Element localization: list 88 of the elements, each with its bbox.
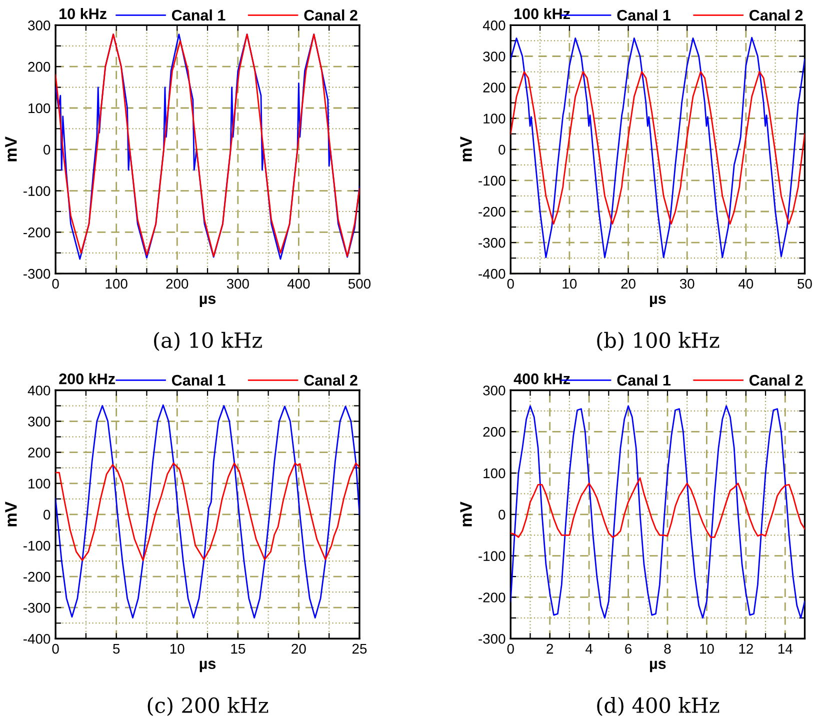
chart-title: 400 kHz (514, 373, 570, 384)
x-axis-title: µs (650, 660, 666, 672)
legend-label: Canal 2 (304, 374, 358, 386)
line-series (510, 477, 805, 538)
x-tick-label: 10 (170, 644, 184, 654)
x-tick-label: 10 (562, 278, 577, 289)
y-tick-label: 200 (28, 448, 50, 458)
y-axis-title: mV (460, 136, 472, 162)
x-tick-label: 30 (680, 278, 694, 289)
line-series (56, 462, 360, 562)
y-tick-label: 300 (483, 52, 506, 62)
line-series (510, 71, 805, 225)
x-tick-label: 500 (348, 278, 371, 289)
x-tick-label: 4 (586, 644, 593, 654)
x-tick-label: 14 (778, 644, 792, 654)
y-tick-label: 0 (498, 510, 506, 520)
text: (c) 200 kHz (148, 696, 268, 716)
chart-title: 10 kHz (60, 8, 106, 20)
x-tick-label: 2 (546, 644, 554, 654)
x-axis-title: µs (650, 296, 666, 308)
y-tick-label: 200 (483, 82, 506, 92)
y-tick-label: 300 (483, 386, 506, 396)
chart-title: 100 kHz (514, 8, 570, 20)
y-tick-label: 200 (483, 426, 506, 437)
y-tick-label: 300 (28, 20, 50, 30)
x-tick-label: 12 (739, 644, 753, 654)
y-tick-label: -200 (478, 592, 506, 602)
x-tick-label: 8 (664, 644, 671, 654)
legend-label: Canal 2 (750, 374, 803, 386)
y-axis-title: mV (460, 502, 472, 526)
x-axis-title: µs (200, 296, 216, 308)
line-series (510, 36, 805, 258)
chart-title: 200 kHz (59, 373, 115, 384)
y-tick-label: 100 (484, 114, 506, 124)
legend-label: Canal 1 (617, 374, 671, 386)
y-tick-label: -400 (24, 634, 50, 644)
x-tick-label: 200 (166, 278, 188, 289)
x-tick-label: 300 (226, 278, 249, 289)
text: (d) 400 kHz (597, 696, 720, 716)
y-axis-title: mV (5, 136, 17, 162)
x-tick-label: 10 (700, 644, 714, 654)
x-tick-label: 5 (113, 644, 120, 654)
y-tick-label: -100 (24, 540, 50, 551)
y-tick-label: -100 (24, 186, 50, 196)
y-tick-label: -400 (478, 268, 506, 279)
y-tick-label: -300 (24, 602, 50, 613)
x-tick-label: 0 (52, 644, 59, 654)
y-tick-label: 400 (28, 386, 50, 396)
x-tick-label: 15 (231, 644, 246, 654)
x-axis-title: µs (200, 660, 216, 672)
y-tick-label: -100 (478, 176, 506, 186)
y-tick-label: -300 (24, 268, 50, 279)
y-tick-label: 300 (28, 416, 50, 426)
x-tick-label: 50 (798, 278, 812, 289)
x-tick-label: 0 (507, 644, 514, 654)
y-tick-label: 100 (28, 103, 50, 114)
legend-label: Canal 1 (172, 374, 226, 386)
y-tick-label: 100 (484, 468, 506, 478)
y-tick-label: -300 (478, 238, 506, 248)
y-tick-label: 0 (498, 144, 506, 155)
y-tick-label: 100 (28, 478, 50, 489)
y-tick-label: -200 (24, 572, 50, 582)
y-tick-label: 0 (44, 510, 50, 520)
text: (b) 100 kHz (597, 332, 720, 351)
x-tick-label: 20 (621, 278, 636, 289)
x-tick-label: 20 (292, 644, 306, 654)
line-series (56, 404, 360, 619)
y-axis-title: mV (5, 502, 17, 526)
legend-label: Canal 1 (617, 9, 671, 21)
legend-label: Canal 2 (750, 9, 803, 21)
x-tick-label: 0 (507, 278, 514, 289)
legend-label: Canal 2 (304, 9, 358, 21)
legend-label: Canal 1 (172, 9, 226, 21)
line-series (510, 405, 805, 619)
y-tick-label: -300 (478, 634, 506, 644)
y-tick-label: 0 (44, 144, 50, 155)
y-tick-label: 200 (28, 62, 50, 72)
y-tick-label: -100 (478, 551, 506, 562)
x-tick-label: 100 (106, 278, 128, 289)
y-tick-label: -200 (478, 206, 506, 217)
text: (a) 10 kHz (154, 332, 262, 351)
x-tick-label: 25 (352, 644, 367, 654)
x-tick-label: 0 (52, 278, 59, 289)
y-tick-label: -200 (24, 228, 50, 238)
y-tick-label: 400 (482, 20, 506, 30)
x-tick-label: 400 (287, 278, 310, 289)
x-tick-label: 6 (625, 644, 632, 654)
x-tick-label: 40 (738, 278, 754, 289)
